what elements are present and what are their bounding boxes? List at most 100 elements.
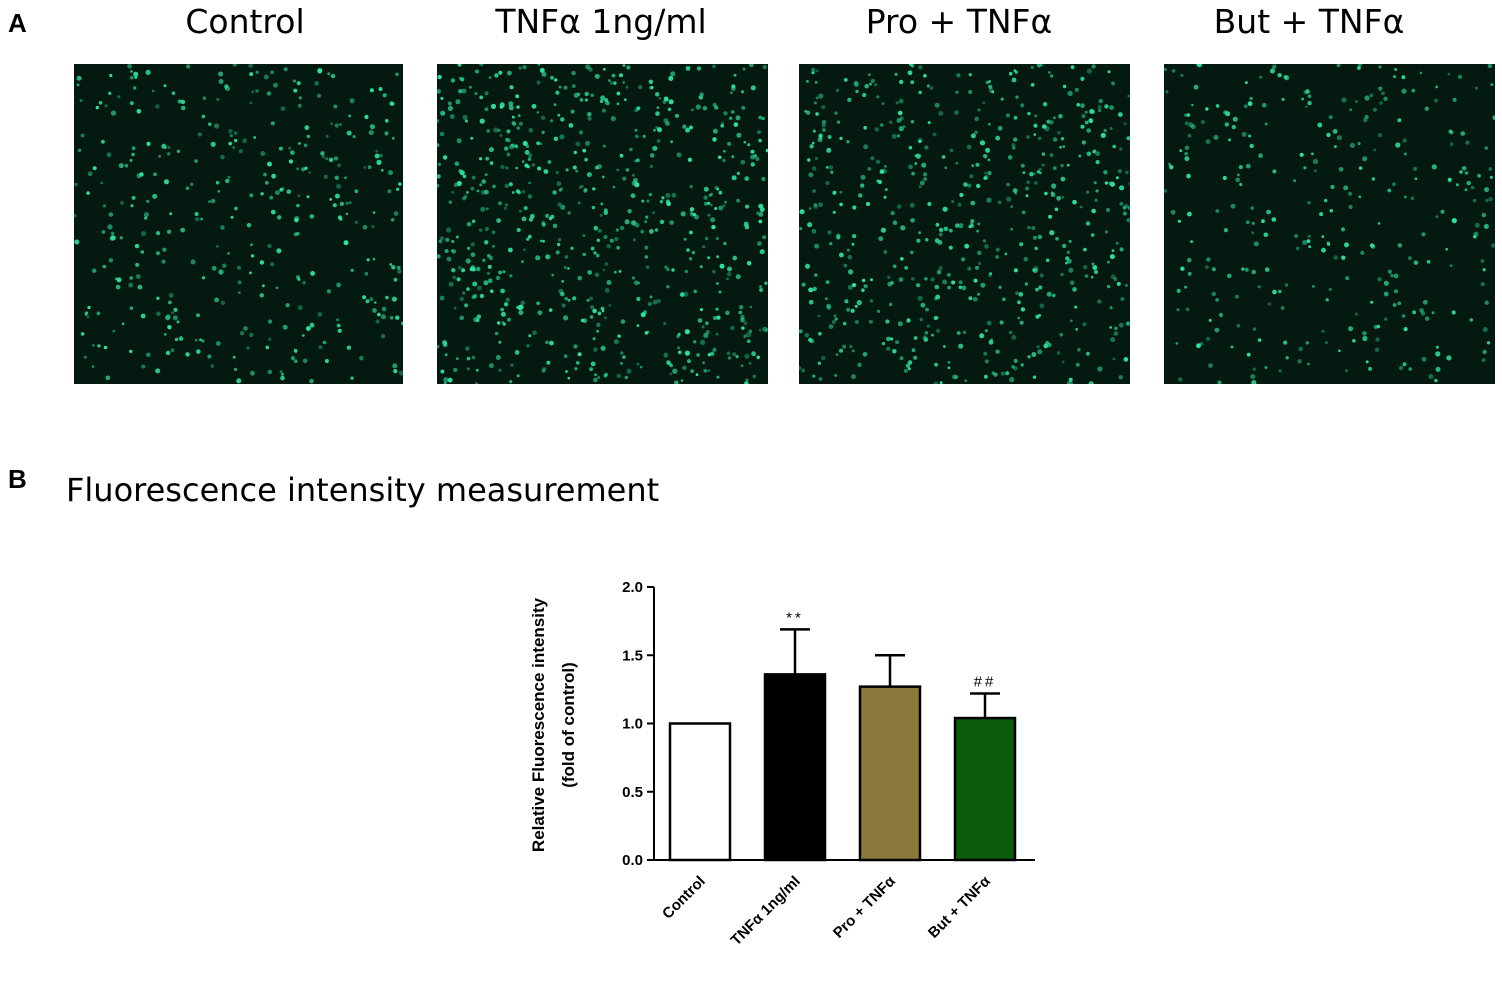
cell-nucleus	[927, 121, 931, 125]
cell-nucleus	[622, 355, 626, 359]
cell-nucleus	[905, 363, 910, 368]
cell-nucleus	[1492, 115, 1495, 120]
cell-nucleus	[1299, 152, 1304, 157]
cell-nucleus	[549, 119, 554, 123]
cell-nucleus	[741, 90, 744, 94]
cell-nucleus	[825, 181, 830, 185]
cell-nucleus	[1092, 265, 1098, 270]
cell-nucleus	[1475, 86, 1478, 90]
cell-nucleus	[937, 240, 943, 245]
cell-nucleus	[874, 127, 879, 132]
cell-nucleus	[369, 124, 375, 130]
cell-nucleus	[345, 201, 349, 205]
cell-nucleus	[330, 73, 336, 79]
cell-nucleus	[526, 344, 530, 348]
cell-nucleus	[1211, 291, 1216, 297]
cell-nucleus	[918, 185, 922, 188]
cell-nucleus	[508, 182, 513, 187]
cell-nucleus	[1092, 150, 1096, 154]
cell-nucleus	[881, 102, 885, 106]
cell-nucleus	[298, 96, 302, 100]
cell-nucleus	[230, 215, 234, 219]
cell-nucleus	[1358, 166, 1363, 170]
cell-nucleus	[555, 90, 560, 95]
cell-nucleus	[740, 159, 746, 165]
cell-nucleus	[1112, 357, 1116, 361]
cell-nucleus	[267, 161, 272, 167]
cell-nucleus	[862, 92, 867, 98]
cell-nucleus	[991, 90, 995, 94]
cell-nucleus	[1401, 88, 1407, 94]
cell-nucleus	[883, 250, 888, 254]
cell-nucleus	[476, 266, 481, 272]
cell-nucleus	[372, 211, 376, 214]
cell-nucleus	[935, 294, 941, 300]
cell-nucleus	[596, 322, 601, 327]
cell-nucleus	[479, 64, 484, 67]
cell-nucleus	[807, 222, 813, 228]
cell-nucleus	[269, 195, 274, 200]
cell-nucleus	[593, 251, 597, 255]
cell-nucleus	[868, 319, 873, 324]
cell-nucleus	[703, 195, 708, 200]
cell-nucleus	[1041, 152, 1046, 156]
cell-nucleus	[281, 187, 285, 191]
cell-nucleus	[694, 214, 699, 220]
cell-nucleus	[968, 296, 973, 301]
cell-nucleus	[232, 146, 235, 149]
cell-nucleus	[620, 225, 625, 231]
cell-nucleus	[1034, 246, 1038, 251]
cell-nucleus	[1344, 242, 1349, 248]
cell-nucleus	[521, 189, 526, 194]
cell-nucleus	[1376, 324, 1381, 329]
cell-nucleus	[476, 314, 481, 319]
cell-nucleus	[1253, 241, 1259, 247]
cell-nucleus	[451, 190, 455, 194]
cell-nucleus	[1489, 175, 1493, 179]
cell-nucleus	[877, 309, 881, 313]
cell-nucleus	[129, 349, 133, 354]
cell-nucleus	[1294, 234, 1298, 238]
cell-nucleus	[1170, 209, 1176, 215]
cell-nucleus	[1360, 250, 1365, 255]
cell-nucleus	[1333, 255, 1338, 260]
cell-nucleus	[1206, 257, 1211, 262]
cell-nucleus	[1264, 366, 1268, 369]
cell-nucleus	[465, 258, 471, 264]
cell-nucleus	[1046, 119, 1051, 124]
cell-nucleus	[1009, 377, 1015, 383]
cell-nucleus	[563, 85, 568, 90]
cell-nucleus	[680, 379, 684, 382]
cell-nucleus	[301, 334, 305, 337]
cell-nucleus	[1251, 269, 1256, 275]
cell-nucleus	[1019, 242, 1024, 247]
cell-nucleus	[765, 148, 768, 153]
cell-nucleus	[620, 362, 623, 365]
cell-nucleus	[1039, 273, 1044, 278]
cell-nucleus	[631, 180, 637, 186]
cell-nucleus	[1461, 166, 1467, 171]
cell-nucleus	[938, 232, 943, 237]
cell-nucleus	[954, 375, 959, 379]
cell-nucleus	[721, 121, 725, 125]
cell-nucleus	[344, 176, 347, 179]
cell-nucleus	[575, 169, 579, 173]
cell-nucleus	[396, 265, 401, 270]
cell-nucleus	[1403, 195, 1407, 199]
cell-nucleus	[1093, 269, 1099, 275]
cell-nucleus	[722, 204, 726, 208]
cell-nucleus	[756, 211, 760, 215]
cell-nucleus	[1171, 69, 1176, 73]
cell-nucleus	[324, 359, 329, 363]
cell-nucleus	[1354, 312, 1358, 316]
cell-nucleus	[1123, 122, 1127, 126]
cell-nucleus	[481, 179, 486, 184]
cell-nucleus	[294, 359, 298, 364]
cell-nucleus	[925, 238, 929, 242]
cell-nucleus	[1215, 209, 1220, 213]
cell-nucleus	[1042, 102, 1048, 107]
cell-nucleus	[190, 259, 196, 265]
cell-nucleus	[1109, 254, 1115, 260]
cell-nucleus	[267, 243, 272, 249]
cell-nucleus	[246, 223, 252, 228]
